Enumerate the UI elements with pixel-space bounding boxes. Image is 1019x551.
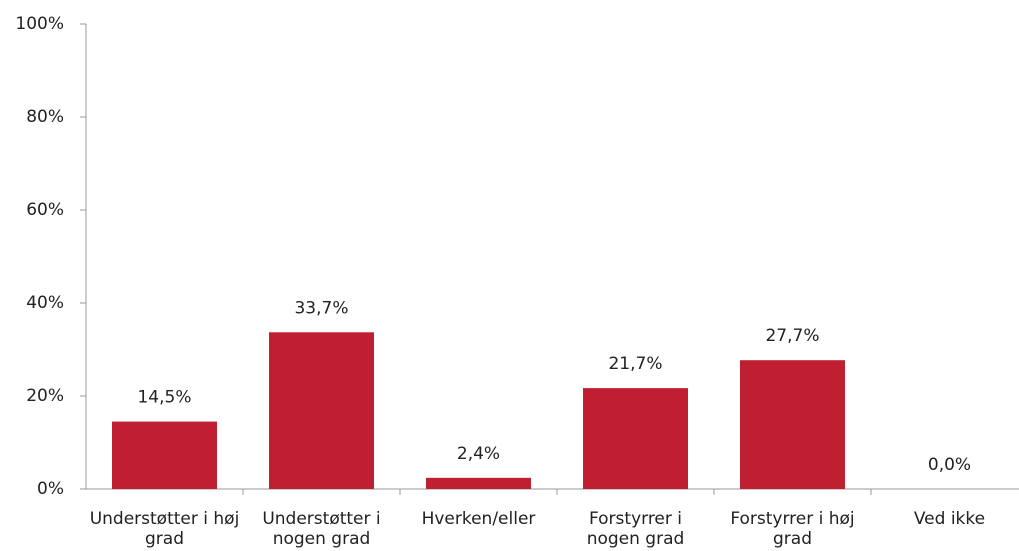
x-tick-label: Ved ikke bbox=[913, 509, 986, 529]
data-label: 33,7% bbox=[294, 298, 348, 318]
bar bbox=[740, 360, 845, 489]
x-tick-label: Understøtter i høj grad bbox=[89, 509, 240, 549]
y-tick-label: 100% bbox=[15, 14, 64, 34]
y-tick-label: 40% bbox=[26, 293, 64, 313]
data-label: 27,7% bbox=[765, 326, 819, 346]
bar bbox=[426, 477, 531, 489]
y-tick-label: 60% bbox=[26, 200, 64, 220]
bar bbox=[112, 421, 217, 489]
x-tick-label: Understøtter i nogen grad bbox=[262, 509, 381, 549]
data-label: 2,4% bbox=[457, 444, 500, 464]
x-tick-label: Hverken/eller bbox=[421, 509, 536, 529]
y-tick-label: 20% bbox=[26, 386, 64, 406]
y-tick-label: 80% bbox=[26, 107, 64, 127]
data-label: 21,7% bbox=[608, 354, 662, 374]
y-tick-label: 0% bbox=[37, 479, 64, 499]
bar bbox=[269, 332, 374, 489]
x-tick-label: Forstyrrer i høj grad bbox=[730, 509, 855, 549]
x-tick-label: Forstyrrer i nogen grad bbox=[586, 509, 685, 549]
data-label: 0,0% bbox=[928, 455, 971, 475]
data-label: 14,5% bbox=[137, 388, 191, 408]
bar bbox=[583, 388, 688, 489]
